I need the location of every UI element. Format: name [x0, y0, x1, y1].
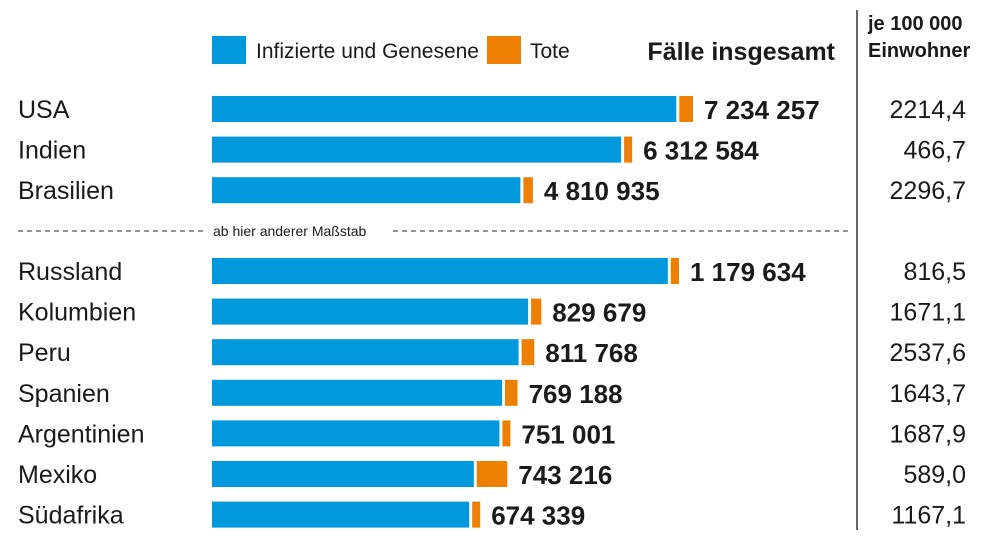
per-capita-value: 816,5: [903, 258, 966, 286]
per-capita-value: 1167,1: [891, 502, 966, 530]
country-label: Argentinien: [18, 420, 144, 448]
bar-deaths: [476, 461, 508, 487]
bar-infected-recovered: [212, 501, 470, 528]
legend-label-infected: Infizierte und Genesene: [256, 40, 479, 63]
bar-deaths: [502, 420, 511, 447]
bar-infected-recovered: [212, 258, 668, 284]
total-cases-value: 4 810 935: [544, 176, 660, 206]
per-capita-value: 589,0: [903, 461, 966, 489]
total-cases-value: 1 179 634: [690, 257, 806, 287]
per-capita-value: 2214,4: [890, 96, 967, 124]
country-label: Indien: [18, 137, 86, 165]
total-cases-value: 769 188: [529, 379, 623, 409]
header-per-capita-line2: Einwohner: [868, 40, 970, 62]
total-cases-value: 674 339: [491, 501, 585, 531]
bar-deaths: [521, 339, 535, 366]
bar-infected-recovered: [212, 177, 521, 204]
per-capita-value: 2296,7: [890, 177, 966, 205]
header-total-cases: Fälle insgesamt: [647, 38, 835, 66]
legend-swatch-infected: [212, 36, 246, 64]
per-capita-value: 466,7: [903, 137, 966, 165]
total-cases-value: 7 234 257: [704, 95, 820, 125]
total-cases-value: 829 679: [552, 298, 646, 328]
per-capita-value: 1671,1: [890, 299, 966, 327]
bar-deaths: [523, 177, 533, 204]
country-label: Mexiko: [18, 461, 97, 489]
per-capita-value: 1643,7: [890, 380, 966, 408]
bar-infected-recovered: [212, 298, 529, 325]
bar-deaths: [670, 258, 679, 284]
scale-break-note: ab hier anderer Maßstab: [213, 223, 367, 239]
country-label: Peru: [18, 339, 71, 367]
bar-deaths: [472, 501, 481, 528]
per-capita-value: 1687,9: [890, 420, 966, 448]
bar-deaths: [679, 96, 693, 122]
country-label: Südafrika: [18, 502, 124, 530]
bar-infected-recovered: [212, 339, 519, 366]
legend-label-deaths: Tote: [530, 40, 570, 63]
bar-infected-recovered: [212, 379, 502, 406]
total-cases-value: 743 216: [518, 460, 612, 490]
bar-deaths: [505, 379, 518, 406]
country-label: Spanien: [18, 380, 110, 408]
total-cases-value: 751 001: [521, 419, 615, 449]
bar-infected-recovered: [212, 461, 474, 487]
per-capita-value: 2537,6: [890, 339, 966, 367]
header-per-capita-line1: je 100 000: [867, 13, 963, 35]
total-cases-value: 811 768: [545, 338, 638, 368]
country-label: Kolumbien: [18, 299, 136, 327]
country-label: Brasilien: [18, 177, 114, 205]
bar-infected-recovered: [212, 96, 677, 122]
country-label: Russland: [18, 258, 122, 286]
bar-infected-recovered: [212, 420, 500, 447]
legend-swatch-deaths: [487, 36, 521, 64]
bar-infected-recovered: [212, 136, 622, 163]
bar-deaths: [624, 136, 633, 163]
country-label: USA: [18, 96, 70, 124]
total-cases-value: 6 312 584: [643, 136, 759, 166]
bar-deaths: [531, 298, 542, 325]
